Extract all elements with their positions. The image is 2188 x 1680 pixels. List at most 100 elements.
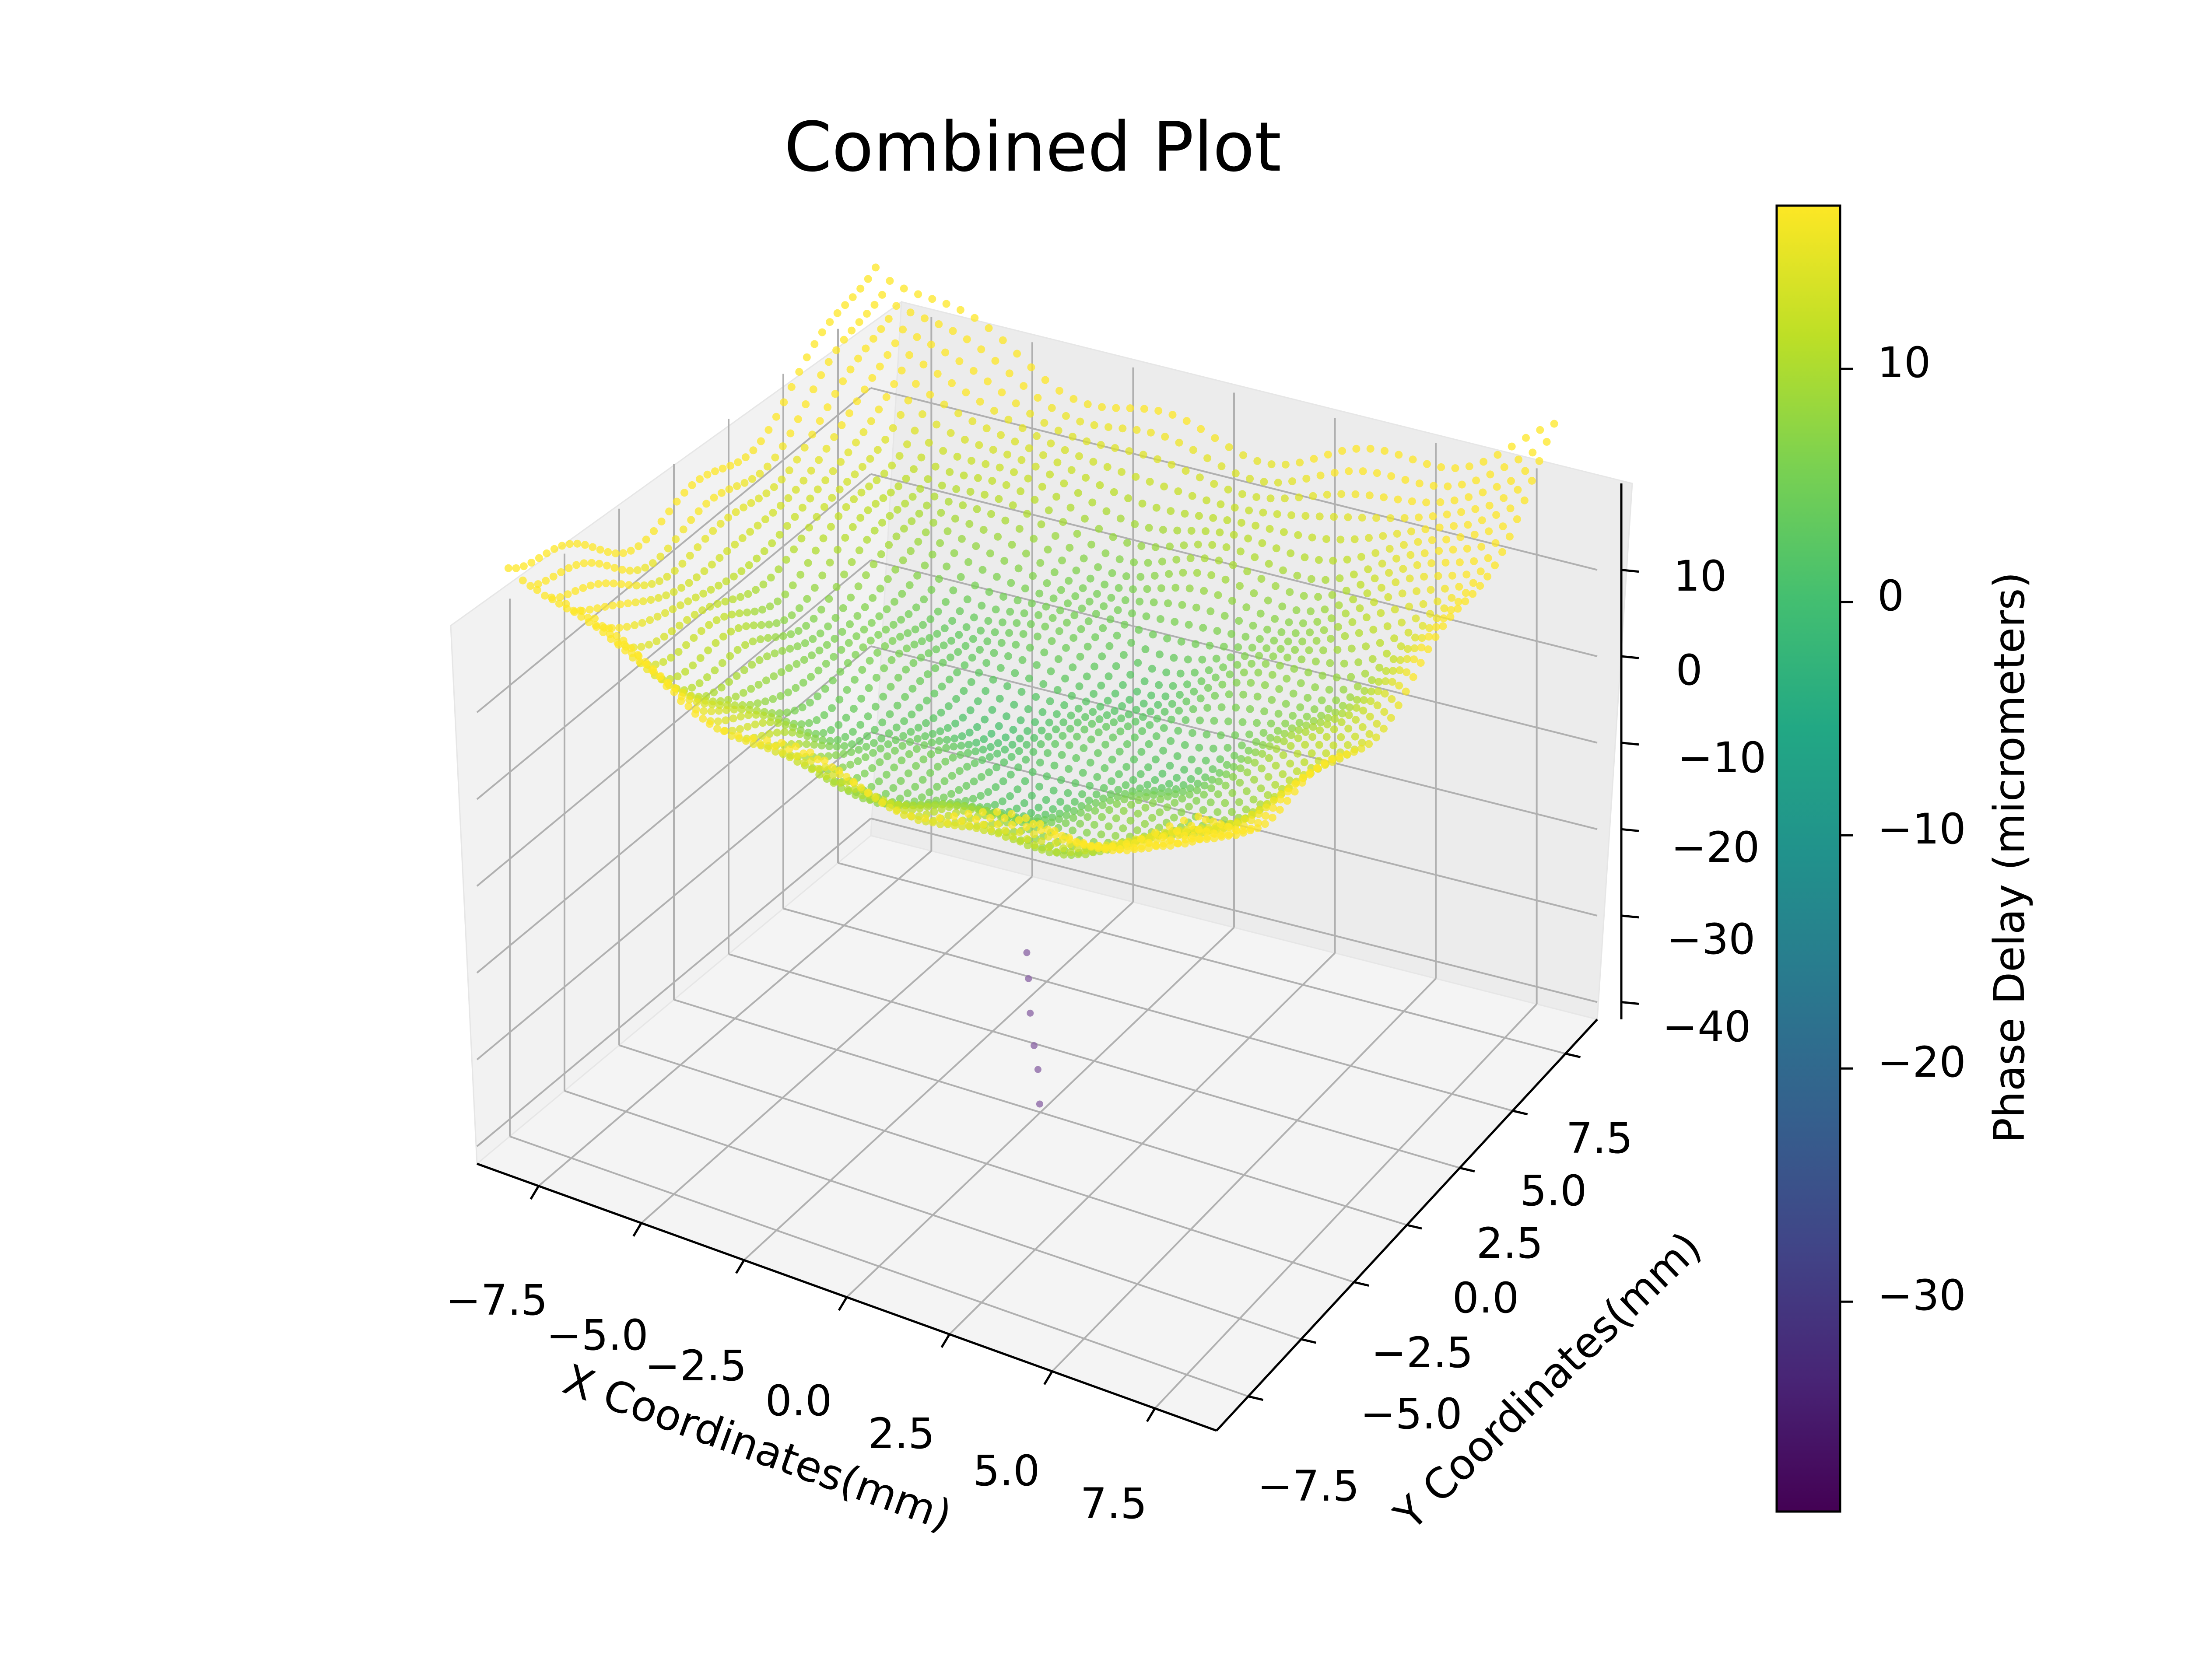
surface-point — [748, 475, 756, 483]
surface-point — [979, 526, 988, 534]
surface-point — [1052, 848, 1060, 856]
surface-point — [973, 505, 981, 513]
surface-point — [771, 742, 779, 751]
surface-point — [791, 707, 799, 715]
surface-point — [955, 631, 963, 639]
y-tick-label: −2.5 — [1371, 1328, 1473, 1377]
surface-point — [1406, 574, 1414, 583]
surface-point — [1100, 602, 1108, 610]
surface-point — [1316, 718, 1325, 727]
surface-point — [837, 646, 845, 654]
surface-point — [1065, 765, 1073, 773]
surface-point — [919, 755, 928, 763]
surface-point — [1365, 534, 1373, 542]
surface-point — [935, 737, 943, 745]
surface-point — [800, 759, 808, 767]
surface-point — [765, 730, 774, 738]
surface-point — [1030, 830, 1038, 838]
surface-point — [962, 782, 971, 790]
surface-point — [1351, 732, 1359, 741]
surface-point — [1225, 443, 1233, 452]
surface-point — [955, 357, 964, 365]
surface-point — [1295, 719, 1304, 727]
surface-point — [832, 346, 841, 354]
surface-point — [1187, 527, 1196, 535]
surface-point — [993, 749, 1001, 758]
surface-point — [1143, 585, 1151, 593]
surface-point — [886, 512, 894, 520]
surface-point — [1486, 470, 1494, 479]
surface-point — [1268, 696, 1276, 704]
surface-point — [889, 621, 898, 629]
surface-point — [875, 612, 884, 620]
surface-point — [962, 623, 971, 631]
surface-point — [1102, 507, 1111, 515]
surface-point — [761, 697, 769, 706]
surface-point — [900, 525, 908, 533]
surface-point — [1113, 631, 1121, 640]
surface-point — [801, 639, 809, 648]
surface-point — [838, 421, 846, 429]
surface-point — [681, 668, 689, 676]
surface-point — [785, 466, 793, 475]
surface-point — [1436, 498, 1445, 506]
surface-point — [906, 308, 915, 317]
surface-point — [1022, 550, 1030, 558]
surface-point — [934, 607, 942, 616]
surface-point — [761, 515, 769, 523]
surface-point — [856, 721, 865, 729]
surface-point — [759, 719, 767, 727]
surface-point — [846, 620, 854, 628]
surface-point — [601, 602, 609, 611]
surface-point — [736, 725, 744, 733]
surface-point — [1002, 481, 1010, 489]
surface-point — [911, 427, 919, 435]
surface-point — [771, 649, 779, 658]
surface-point — [1471, 505, 1480, 513]
surface-point — [1017, 716, 1025, 724]
surface-point — [730, 705, 738, 714]
z-tick-label: −40 — [1662, 1002, 1751, 1051]
surface-point — [1400, 514, 1409, 522]
surface-point — [1041, 376, 1049, 384]
surface-point — [1326, 659, 1334, 667]
surface-point — [1255, 651, 1263, 660]
surface-point — [1098, 403, 1106, 411]
surface-point — [822, 772, 830, 780]
surface-point — [923, 803, 931, 811]
surface-point — [1217, 831, 1225, 839]
surface-point — [926, 769, 934, 777]
surface-point — [836, 668, 845, 676]
surface-point — [835, 512, 843, 520]
surface-point — [865, 482, 873, 490]
surface-point — [744, 711, 753, 719]
surface-point — [886, 710, 894, 718]
surface-point — [1419, 600, 1427, 608]
surface-point — [983, 637, 992, 645]
surface-point — [1311, 658, 1320, 665]
surface-point — [1196, 694, 1205, 703]
surface-point — [627, 644, 635, 652]
surface-point — [939, 447, 947, 455]
surface-point — [857, 488, 866, 497]
surface-point — [870, 526, 879, 535]
surface-point — [1113, 793, 1122, 801]
colorbar-ticks — [1840, 368, 1853, 1303]
surface-point — [706, 602, 714, 611]
surface-point — [624, 599, 632, 608]
z-tick-label: −10 — [1678, 733, 1767, 782]
surface-point — [1388, 678, 1396, 686]
surface-point — [1122, 763, 1131, 771]
surface-point — [1125, 447, 1133, 455]
surface-point — [935, 575, 943, 583]
surface-point — [687, 516, 695, 524]
surface-point — [852, 438, 860, 447]
surface-point — [871, 794, 880, 802]
surface-point — [1514, 486, 1522, 494]
surface-point — [1451, 464, 1459, 472]
surface-point — [830, 653, 838, 661]
surface-point — [1109, 533, 1117, 541]
surface-point — [963, 763, 971, 771]
surface-point — [1000, 814, 1009, 822]
surface-point — [1322, 535, 1330, 543]
